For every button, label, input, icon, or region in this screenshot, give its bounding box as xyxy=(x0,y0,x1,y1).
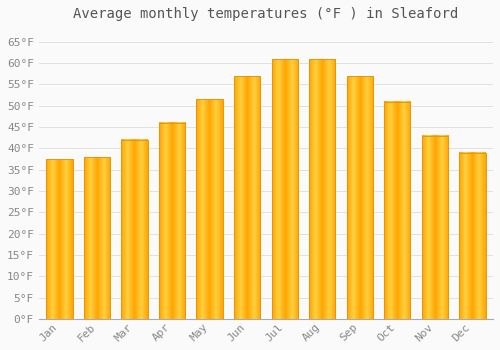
Bar xyxy=(460,153,485,319)
Bar xyxy=(422,135,448,319)
Bar xyxy=(122,140,148,319)
Bar xyxy=(309,59,336,319)
Bar xyxy=(234,76,260,319)
Title: Average monthly temperatures (°F ) in Sleaford: Average monthly temperatures (°F ) in Sl… xyxy=(74,7,458,21)
Bar xyxy=(346,76,373,319)
Bar xyxy=(196,99,223,319)
Bar xyxy=(84,157,110,319)
Bar xyxy=(46,159,72,319)
Bar xyxy=(384,102,410,319)
Bar xyxy=(159,123,185,319)
Bar xyxy=(272,59,298,319)
